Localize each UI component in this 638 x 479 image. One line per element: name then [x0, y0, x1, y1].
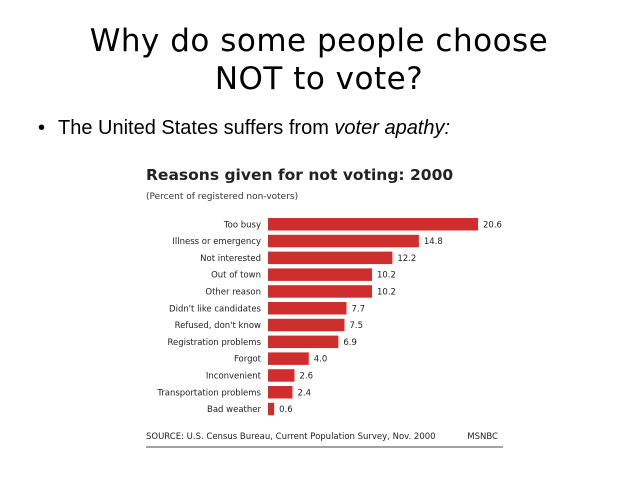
category-label: Refused, don't know — [175, 321, 261, 331]
chart-credit: MSNBC — [467, 432, 498, 442]
bullet-text: The United States suffers from — [58, 117, 335, 139]
slide-title-line-1: Why do some people choose — [89, 23, 549, 59]
slide-title: Why do some people choose NOT to vote? — [0, 22, 638, 98]
category-label: Too busy — [223, 220, 261, 230]
value-label: 6.9 — [343, 338, 357, 348]
value-label: 2.4 — [297, 388, 311, 398]
category-label: Registration problems — [167, 338, 261, 348]
bar — [268, 285, 372, 298]
bar — [268, 234, 419, 248]
bullet-marker: • — [38, 117, 46, 139]
bar — [268, 386, 293, 399]
category-label: Other reason — [205, 287, 261, 297]
bar — [268, 302, 347, 315]
chart-source: SOURCE: U.S. Census Bureau, Current Popu… — [146, 432, 436, 442]
category-label: Didn't like candidates — [169, 304, 262, 314]
value-label: 10.2 — [377, 271, 396, 281]
value-label: 0.6 — [279, 405, 293, 415]
value-label: 10.2 — [377, 287, 396, 297]
category-label: Inconvenient — [206, 371, 262, 381]
bullet-emphasis: voter apathy: — [334, 117, 451, 139]
bar — [268, 251, 393, 265]
bar — [268, 352, 309, 365]
bar — [268, 369, 295, 382]
value-label: 2.6 — [300, 371, 314, 381]
category-label: Not interested — [200, 254, 261, 264]
value-label: 12.2 — [397, 254, 416, 264]
bar — [268, 318, 345, 332]
category-label: Transportation problems — [156, 388, 261, 398]
bullet-point: • The United States suffers from voter ap… — [38, 116, 450, 140]
category-label: Forgot — [234, 355, 262, 365]
value-label: 4.0 — [314, 355, 328, 365]
chart-title: Reasons given for not voting: 2000 — [146, 166, 453, 184]
bar — [268, 402, 275, 416]
category-label: Bad weather — [207, 405, 261, 415]
value-label: 7.7 — [351, 304, 365, 314]
value-label: 7.5 — [349, 321, 363, 331]
chart-subtitle: (Percent of registered non-voters) — [146, 192, 298, 202]
bars-group: Too busy 20.6 Illness or emergency 14.8 Not … — [156, 218, 502, 416]
category-label: Illness or emergency — [172, 237, 261, 247]
bar — [268, 218, 478, 231]
category-label: Out of town — [211, 271, 261, 281]
bar — [268, 335, 339, 349]
bar — [268, 268, 372, 281]
value-label: 20.6 — [483, 220, 502, 230]
slide-title-line-2: NOT to vote? — [214, 61, 424, 97]
value-label: 14.8 — [424, 237, 443, 247]
